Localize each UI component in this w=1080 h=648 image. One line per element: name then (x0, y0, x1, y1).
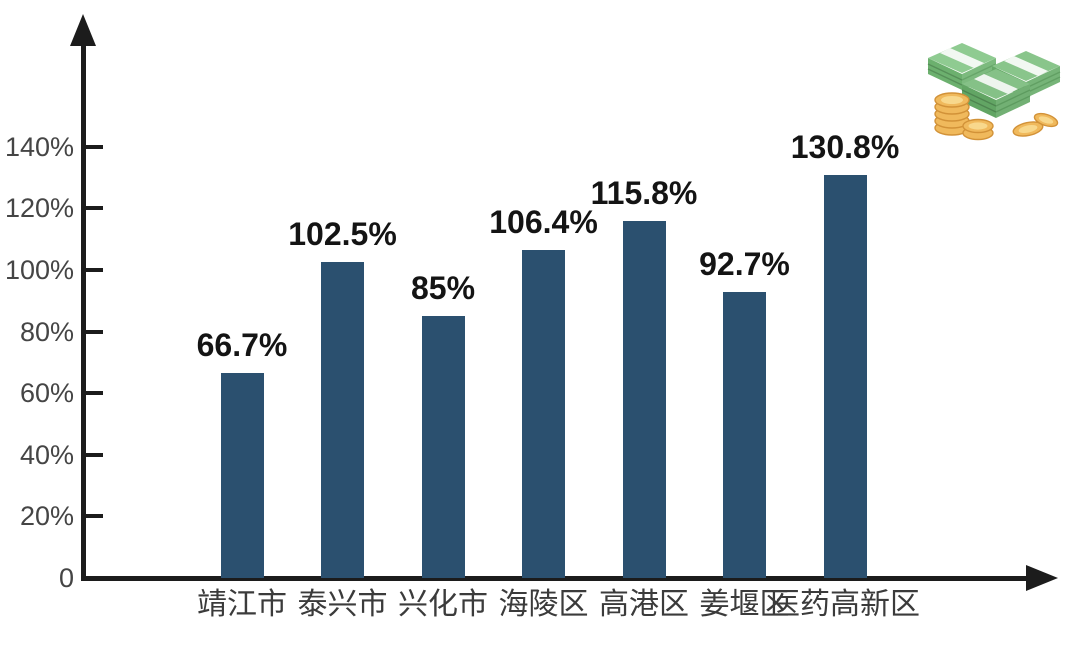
y-axis-arrow-icon (70, 14, 96, 46)
bar-value-label: 115.8% (590, 175, 698, 212)
bar-value-label: 106.4% (489, 204, 598, 241)
bar-value-label: 85% (410, 270, 476, 307)
bar (220, 372, 264, 578)
x-axis-category-label: 姜堰区 (699, 588, 790, 621)
y-axis-tick (86, 391, 103, 396)
coin-stack (934, 92, 994, 141)
bar (622, 221, 666, 578)
bill-stack (927, 43, 997, 90)
x-axis-category-label: 泰兴市 (297, 588, 388, 621)
x-axis-category-label: 高港区 (599, 588, 689, 621)
bar (522, 250, 565, 578)
y-axis-tick (86, 514, 103, 519)
y-axis-tick-label: 20% (19, 501, 74, 532)
bar-value-label: 92.7% (699, 246, 790, 283)
x-axis-line (81, 576, 1033, 581)
y-axis-tick-label: 0 (58, 563, 74, 593)
y-axis-tick (86, 452, 103, 457)
bar-value-label: 102.5% (288, 216, 397, 253)
x-axis-category-label: 兴化市 (398, 588, 488, 621)
y-axis-tick (86, 144, 103, 149)
bill-stack (961, 69, 1031, 118)
bar-value-label: 130.8% (790, 129, 900, 166)
y-axis-tick (86, 268, 103, 272)
y-axis-tick-label: 40% (19, 439, 74, 470)
y-axis-tick (86, 206, 103, 211)
y-axis-tick-label: 80% (19, 316, 74, 347)
y-axis-tick (86, 329, 103, 334)
bar (723, 292, 766, 578)
bar (421, 316, 465, 578)
x-axis-category-label: 海陵区 (498, 588, 589, 621)
money-stack-icon (927, 43, 1061, 141)
x-axis-category-label: 医药高新区 (770, 588, 920, 621)
y-axis-tick-label: 60% (19, 378, 74, 409)
bar (823, 175, 867, 578)
bar-value-label: 66.7% (196, 326, 288, 363)
x-axis-arrow-icon (1026, 565, 1058, 591)
x-axis-category-label: 靖江市 (197, 588, 287, 621)
y-axis-line (81, 40, 86, 581)
y-axis-tick-label: 100% (4, 255, 74, 285)
y-axis-tick-label: 120% (4, 193, 74, 224)
loose-coins (1012, 112, 1059, 137)
bar (321, 262, 364, 578)
y-axis-tick-label: 140% (4, 131, 74, 162)
